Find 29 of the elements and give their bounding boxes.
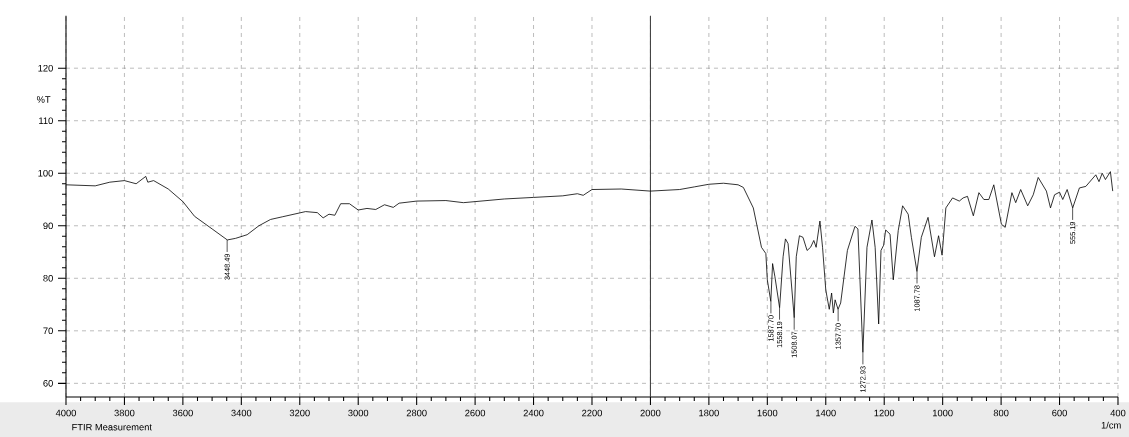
x-tick-label: 800 xyxy=(993,409,1009,417)
x-tick-label: 3800 xyxy=(114,409,135,417)
x-tick-label: 3200 xyxy=(289,409,310,417)
x-tick-label: 3000 xyxy=(348,409,369,417)
y-tick-label: 90 xyxy=(43,222,53,230)
y-tick-label: 120 xyxy=(38,64,53,72)
x-tick-label: 3400 xyxy=(231,409,252,417)
y-tick-label: 70 xyxy=(43,327,53,335)
x-tick-label: 2400 xyxy=(523,409,544,417)
y-tick-label: 100 xyxy=(38,169,53,177)
x-tick-label: 2200 xyxy=(582,409,603,417)
x-tick-label: 600 xyxy=(1052,409,1067,417)
x-tick-label: 400 xyxy=(1110,409,1126,417)
x-tick-label: 2000 xyxy=(640,409,661,417)
x-tick-label: 4000 xyxy=(55,409,77,417)
x-tick-label: 1400 xyxy=(816,409,836,417)
y-tick-label: 110 xyxy=(39,117,53,125)
x-tick-label: 1600 xyxy=(757,409,778,417)
x-axis-title: 1/cm xyxy=(1101,421,1121,429)
y-tick-label: 60 xyxy=(43,380,53,387)
x-tick-label: 1200 xyxy=(874,409,895,417)
y-tick-label: 80 xyxy=(43,275,53,282)
text: FTIR Measurement xyxy=(72,423,152,431)
x-tick-label: 1000 xyxy=(932,409,953,417)
x-tick-label: 2800 xyxy=(406,409,427,417)
x-tick-label: 2600 xyxy=(465,409,486,417)
x-tick-label: 1800 xyxy=(699,409,719,417)
x-tick-label: 3600 xyxy=(172,409,193,417)
y-axis-title: %T xyxy=(36,96,51,103)
